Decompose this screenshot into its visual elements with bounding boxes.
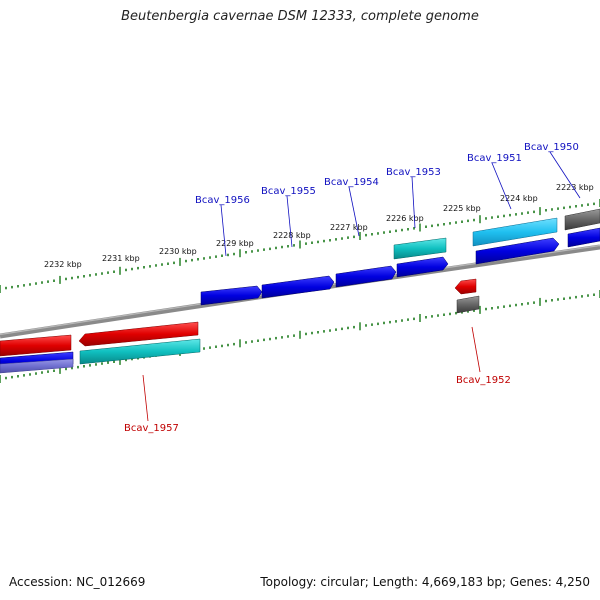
leader-bcav-1954 xyxy=(348,186,360,237)
cds-bcav-1955[interactable] xyxy=(261,275,335,299)
gene-label-bcav-1952[interactable]: Bcav_1952 xyxy=(456,375,511,386)
leader-bcav-1951 xyxy=(491,162,512,210)
gene-label-bcav-1953[interactable]: Bcav_1953 xyxy=(386,167,441,178)
kbp-label: 2230 kbp xyxy=(159,247,197,256)
genome-summary: Topology: circular; Length: 4,669,183 bp… xyxy=(260,575,590,589)
cds-bcav-1953[interactable] xyxy=(393,237,447,260)
gene-label-bcav-1954[interactable]: Bcav_1954 xyxy=(324,177,379,188)
kbp-label: 2224 kbp xyxy=(500,194,538,203)
cds-bcav-1956[interactable] xyxy=(200,285,263,306)
gene-label-bcav-1950[interactable]: Bcav_1950 xyxy=(524,142,579,153)
cds-bcav-1950-blue[interactable] xyxy=(567,227,600,248)
cds-cyan-1957[interactable] xyxy=(79,338,201,365)
gene-label-bcav-1955[interactable]: Bcav_1955 xyxy=(261,186,316,197)
outer-scale xyxy=(0,199,600,293)
gene-label-bcav-1956[interactable]: Bcav_1956 xyxy=(195,195,250,206)
kbp-label: 2231 kbp xyxy=(102,254,140,263)
kbp-label: 2228 kbp xyxy=(273,231,311,240)
cds-bcav-1951-blue[interactable] xyxy=(475,237,560,265)
leader-bcav-1950 xyxy=(549,151,581,199)
gene-label-bcav-1951[interactable]: Bcav_1951 xyxy=(467,153,522,164)
kbp-label: 2229 kbp xyxy=(216,239,254,248)
gene-label-bcav-1957[interactable]: Bcav_1957 xyxy=(124,423,179,434)
genome-title: Beutenbergia cavernae DSM 12333, complet… xyxy=(121,9,479,24)
cds-red-left[interactable] xyxy=(0,334,72,357)
kbp-label: 2227 kbp xyxy=(330,223,368,232)
kbp-label: 2223 kbp xyxy=(556,183,594,192)
kbp-label: 2225 kbp xyxy=(443,204,481,213)
leader-bcav-1956 xyxy=(220,204,227,257)
cds-gray-1952[interactable] xyxy=(456,295,480,314)
leader-bcav-1952 xyxy=(471,326,481,373)
cds-bcav-1957[interactable] xyxy=(78,321,199,347)
accession-label: Accession: NC_012669 xyxy=(9,575,146,589)
kbp-label: 2226 kbp xyxy=(386,214,424,223)
inner-scale xyxy=(0,290,600,383)
cds-lavender-left[interactable] xyxy=(0,358,74,374)
leader-bcav-1957 xyxy=(142,374,149,422)
kbp-label: 2232 kbp xyxy=(44,260,82,269)
cds-bcav-1950[interactable] xyxy=(564,208,600,231)
cds-bcav-1952[interactable] xyxy=(454,278,477,295)
leader-bcav-1953 xyxy=(411,176,416,229)
cds-bcav-1954[interactable] xyxy=(335,265,397,288)
leader-bcav-1955 xyxy=(286,195,293,248)
cds-bcav-1951[interactable] xyxy=(472,217,558,247)
cds-bcav-1953-blue[interactable] xyxy=(396,256,449,278)
